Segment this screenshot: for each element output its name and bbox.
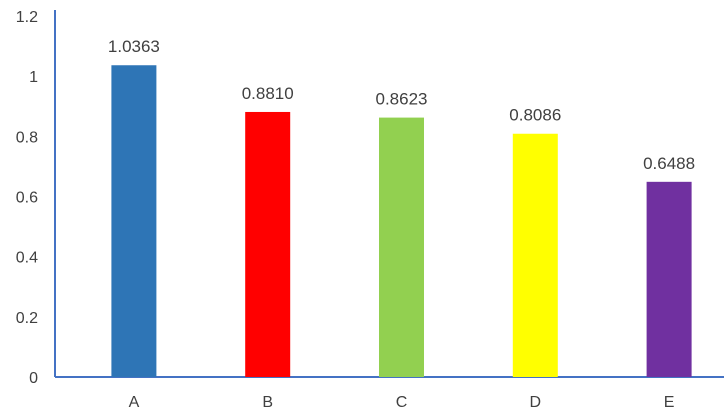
x-tick-label-e: E (664, 394, 675, 411)
bars (111, 65, 692, 378)
y-tick-label: 1.2 (16, 9, 38, 26)
x-tick-label-b: B (262, 394, 273, 411)
labels: 1.0363 A 0.8810 B 0.8623 C 0.8086 D 0.6488 E (108, 37, 695, 411)
data-label-e: 0.6488 (643, 154, 695, 173)
data-label-b: 0.8810 (242, 84, 294, 103)
bar-c (379, 117, 424, 377)
y-tick-label: 1 (29, 69, 38, 86)
x-tick-label-a: A (129, 394, 140, 411)
axes: 0 0.2 0.4 0.6 0.8 1 1.2 (16, 9, 724, 387)
y-tick-label: 0.4 (16, 250, 38, 267)
y-tick-label: 0.8 (16, 129, 38, 146)
data-label-a: 1.0363 (108, 37, 160, 56)
y-tick-label: 0.6 (16, 190, 38, 207)
data-label-d: 0.8086 (509, 106, 561, 125)
data-label-c: 0.8623 (376, 90, 428, 109)
x-tick-label-c: C (396, 394, 408, 411)
x-tick-label-d: D (530, 394, 542, 411)
y-tick-label: 0 (29, 370, 38, 387)
bar-e (646, 181, 692, 377)
bar-b (245, 111, 291, 378)
bar-d (512, 133, 558, 377)
bar-a (111, 65, 157, 378)
y-tick-label: 0.2 (16, 310, 38, 327)
